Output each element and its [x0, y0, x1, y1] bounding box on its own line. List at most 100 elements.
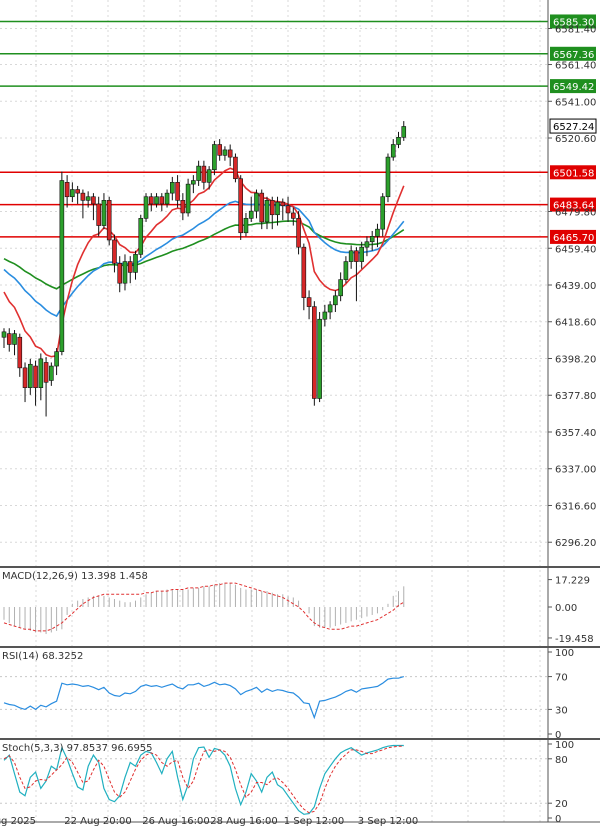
x-tick-label: 22 Aug 20:00: [64, 816, 131, 827]
candle-up: [206, 169, 212, 183]
macd-signal-line: [3, 582, 405, 632]
level-label-bg: [550, 14, 596, 29]
stoch-label: Stoch(5,3,3) 97.8537 96.6955: [2, 743, 153, 754]
candle-down: [148, 196, 154, 205]
price-tick-label: 6296.20: [555, 538, 596, 549]
candle-up: [243, 218, 249, 234]
candle-up: [359, 246, 364, 262]
level-label-bg: [550, 197, 596, 212]
candle-down: [22, 367, 28, 388]
candle-up: [343, 261, 349, 280]
candles: [1, 121, 407, 417]
candle-up: [385, 156, 391, 198]
candle-down: [17, 336, 23, 369]
candle-up: [333, 295, 338, 306]
candle-down: [227, 149, 233, 158]
macd-pane: 17.229 0.00 -19.458 MACD(12,26,9) 13.398 1.…: [2, 571, 594, 645]
ma-fast-line: [3, 167, 405, 358]
stoch-pane: 100 80 20 0 Stoch(5,3,3) 97.8537 96.6955: [0, 740, 574, 825]
x-tick-label: 3 Sep 12:00: [358, 816, 418, 827]
grid: [0, 0, 548, 822]
candle-up: [185, 183, 191, 214]
candle-down: [43, 362, 49, 383]
price-tick-label: 6439.00: [555, 281, 596, 292]
candle-up: [317, 318, 322, 399]
candle-down: [312, 306, 317, 399]
candle-up: [196, 165, 201, 181]
candle-down: [6, 333, 12, 345]
candle-down: [75, 189, 80, 194]
candle-up: [101, 200, 107, 226]
candle-down: [33, 365, 38, 388]
candle-down: [106, 200, 112, 241]
level-label: 6483.64: [553, 201, 594, 212]
price-tick-label: 6337.00: [555, 465, 596, 476]
candle-up: [322, 311, 328, 320]
candle-up: [338, 279, 343, 297]
candle-up: [348, 250, 354, 262]
pane-tick-label: 100: [555, 648, 574, 659]
candle-up: [364, 241, 370, 248]
candle-up: [85, 196, 91, 201]
candle-up: [170, 182, 175, 194]
price-tick-label: 6459.40: [555, 244, 596, 255]
candle-up: [1, 331, 7, 338]
candle-up: [133, 254, 138, 273]
pane-tick-label: 0.00: [555, 603, 577, 614]
stoch-k-line: [3, 744, 404, 815]
candle-down: [233, 156, 238, 180]
price-tick-label: 6541.00: [555, 97, 596, 108]
candle-up: [401, 126, 407, 138]
candle-down: [180, 200, 186, 214]
pane-tick-label: 0: [555, 730, 561, 741]
candle-down: [175, 182, 180, 201]
ma-mid-line: [3, 200, 405, 318]
price-tick-label: 6398.20: [555, 354, 596, 365]
current-price-bg: [549, 118, 597, 134]
candle-down: [238, 178, 243, 234]
candle-up: [12, 333, 17, 345]
x-tick-label: 1 Sep 12:00: [284, 816, 344, 827]
candle-up: [38, 358, 44, 388]
candle-down: [96, 203, 101, 226]
price-tick-label: 6581.40: [555, 24, 596, 35]
candle-up: [212, 144, 217, 171]
candle-up: [54, 351, 59, 367]
pane-tick-label: 70: [555, 673, 568, 684]
rsi-line: [3, 676, 404, 720]
candle-up: [222, 149, 228, 156]
candle-down: [217, 144, 222, 156]
candle-up: [254, 192, 259, 212]
candle-up: [248, 210, 254, 219]
candle-down: [159, 196, 165, 205]
candle-up: [369, 236, 375, 243]
level-label-bg: [550, 46, 596, 61]
candle-up: [49, 365, 54, 381]
candle-down: [306, 297, 312, 307]
price-tick-label: 6357.40: [555, 428, 596, 439]
x-tick-label: 20 Aug 2025: [0, 816, 36, 827]
candle-down: [269, 200, 275, 216]
candle-down: [127, 261, 133, 273]
level-label: 6501.58: [553, 168, 594, 179]
price-tick-label: 6520.60: [555, 134, 596, 145]
candle-up: [122, 261, 128, 284]
level-label-bg: [550, 79, 596, 94]
candle-down: [290, 212, 296, 219]
candle-down: [280, 201, 286, 207]
candle-up: [59, 180, 65, 352]
level-label: 6549.42: [553, 82, 594, 93]
pane-tick-label: 17.229: [555, 576, 590, 587]
candle-up: [154, 196, 159, 205]
level-label-bg: [550, 165, 596, 180]
level-label: 6585.30: [553, 17, 594, 28]
candle-down: [117, 263, 123, 284]
candle-up: [191, 180, 196, 185]
pane-tick-label: -19.458: [555, 634, 594, 645]
macd-label: MACD(12,26,9) 13.398 1.458: [2, 571, 148, 582]
ma-slow-line: [3, 220, 405, 290]
level-label: 6567.36: [553, 50, 594, 61]
candle-up: [27, 363, 33, 388]
